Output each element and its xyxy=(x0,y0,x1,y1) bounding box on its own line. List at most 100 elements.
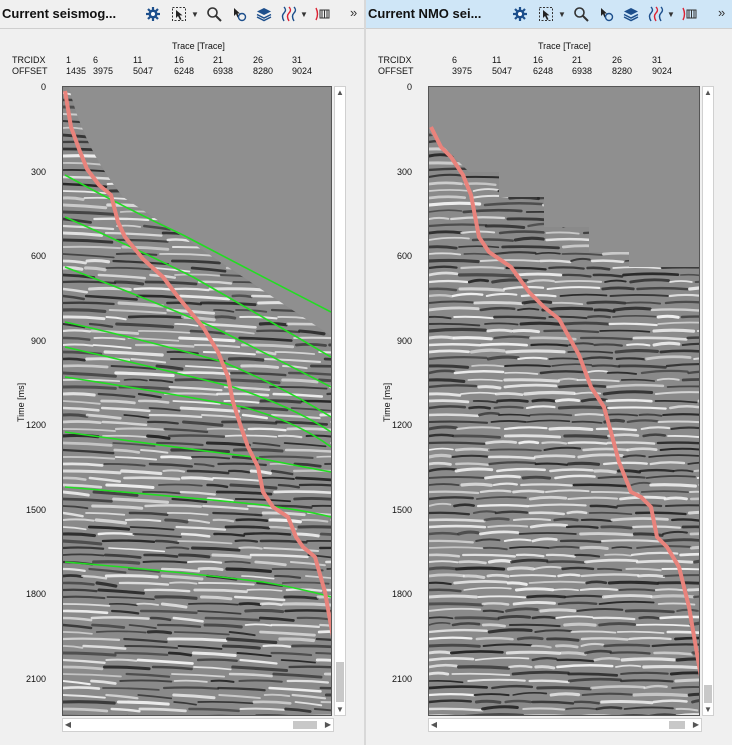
vertical-scrollbar[interactable]: ▲ ▼ xyxy=(334,86,346,716)
x-axis-title: Trace [Trace] xyxy=(538,41,591,51)
panel-divider[interactable] xyxy=(364,0,366,745)
nmo-seismogram-plot[interactable] xyxy=(428,86,700,716)
x-axis-title: Trace [Trace] xyxy=(172,41,225,51)
trcidx-tick: 31 xyxy=(652,55,663,65)
offset-tick: 3975 xyxy=(452,66,473,76)
offset-tick: 5047 xyxy=(492,66,513,76)
chevron-down-icon[interactable]: ▼ xyxy=(667,9,675,19)
wiggle-display-icon[interactable] xyxy=(646,4,666,24)
horizontal-scrollbar[interactable]: ◀ ▶ xyxy=(62,718,334,732)
scroll-thumb[interactable] xyxy=(704,685,712,703)
scroll-right-icon[interactable]: ▶ xyxy=(692,720,700,729)
scroll-thumb[interactable] xyxy=(669,721,685,729)
horizon-pick xyxy=(64,174,331,313)
time-tick: 600 xyxy=(396,251,412,261)
scroll-thumb[interactable] xyxy=(336,662,344,702)
trcidx-tick: 11 xyxy=(133,55,143,65)
offset-tick: 1435 xyxy=(66,66,87,76)
horizon-pick xyxy=(64,561,331,598)
trcidx-tick: 6 xyxy=(452,55,458,65)
scroll-up-icon[interactable]: ▲ xyxy=(704,88,712,97)
offset-tick: 5047 xyxy=(133,66,154,76)
trcidx-tick: 1 xyxy=(66,55,72,65)
pointer-select-icon[interactable] xyxy=(169,4,189,24)
header-label-trcidx: TRCIDX xyxy=(378,55,412,65)
nmo-seismogram-panel: Current NMO sei... ▼ ▼ xyxy=(366,0,732,745)
more-tools-button[interactable]: » xyxy=(718,5,726,20)
panel-titlebar: Current NMO sei... ▼ ▼ xyxy=(366,0,732,29)
offset-tick: 6938 xyxy=(213,66,234,76)
toolbar: ▼ ▼ » xyxy=(506,4,730,24)
trcidx-tick: 31 xyxy=(292,55,303,65)
pointer-select-icon[interactable] xyxy=(536,4,556,24)
time-tick: 1800 xyxy=(25,589,46,599)
horizontal-scrollbar[interactable]: ◀ ▶ xyxy=(428,718,702,732)
panel-title: Current seismog... xyxy=(2,6,117,21)
y-axis-title: Time [ms] xyxy=(382,382,392,422)
trcidx-tick: 21 xyxy=(572,55,583,65)
scroll-left-icon[interactable]: ◀ xyxy=(430,720,438,729)
header-label-offset: OFFSET xyxy=(378,66,414,76)
time-tick: 1200 xyxy=(25,420,46,430)
horizon-pick xyxy=(64,216,331,358)
horizon-pick xyxy=(64,346,331,433)
offset-tick: 6248 xyxy=(533,66,554,76)
trcidx-tick: 6 xyxy=(93,55,99,65)
vertical-scrollbar[interactable]: ▲ ▼ xyxy=(702,86,714,716)
offset-tick: 8280 xyxy=(253,66,274,76)
gear-icon[interactable] xyxy=(510,4,530,24)
time-tick: 300 xyxy=(396,166,412,177)
time-tick: 600 xyxy=(30,251,46,261)
time-tick: 0 xyxy=(40,82,46,92)
scroll-right-icon[interactable]: ▶ xyxy=(324,720,332,729)
more-tools-button[interactable]: » xyxy=(350,5,358,20)
layers-icon[interactable] xyxy=(621,4,641,24)
scroll-down-icon[interactable]: ▼ xyxy=(336,705,344,714)
horizon-pick xyxy=(64,266,331,388)
trcidx-tick: 26 xyxy=(612,55,623,65)
velocity-curve xyxy=(429,126,699,678)
chevron-down-icon[interactable]: ▼ xyxy=(300,9,308,19)
zoom-icon[interactable] xyxy=(571,4,591,24)
time-tick: 1500 xyxy=(391,504,412,515)
trcidx-tick: 16 xyxy=(174,55,185,65)
horizon-pick xyxy=(64,431,331,473)
offset-tick: 9024 xyxy=(652,66,673,76)
time-tick: 1500 xyxy=(25,504,46,515)
scroll-thumb[interactable] xyxy=(293,721,317,729)
layers-icon[interactable] xyxy=(254,4,274,24)
trcidx-tick: 26 xyxy=(253,55,264,65)
spectrum-icon[interactable] xyxy=(312,4,332,24)
velocity-curve xyxy=(63,90,331,638)
time-tick: 900 xyxy=(30,335,46,346)
gear-icon[interactable] xyxy=(143,4,163,24)
panel-titlebar: Current seismog... ▼ ▼ xyxy=(0,0,364,29)
time-tick: 900 xyxy=(396,335,412,346)
offset-tick: 9024 xyxy=(292,66,313,76)
time-tick: 300 xyxy=(30,166,46,177)
offset-tick: 6248 xyxy=(174,66,195,76)
scroll-down-icon[interactable]: ▼ xyxy=(704,705,712,714)
scroll-up-icon[interactable]: ▲ xyxy=(336,88,344,97)
seismogram-plot[interactable] xyxy=(62,86,332,716)
zoom-icon[interactable] xyxy=(204,4,224,24)
trcidx-tick: 21 xyxy=(213,55,224,65)
time-tick: 0 xyxy=(406,82,412,92)
chevron-down-icon[interactable]: ▼ xyxy=(558,9,566,19)
pick-icon[interactable] xyxy=(229,4,249,24)
wiggle-display-icon[interactable] xyxy=(279,4,299,24)
panel-title: Current NMO sei... xyxy=(368,6,482,21)
offset-tick: 3975 xyxy=(93,66,114,76)
y-axis-title: Time [ms] xyxy=(16,382,26,422)
pick-icon[interactable] xyxy=(596,4,616,24)
time-tick: 1200 xyxy=(391,420,412,430)
time-tick: 2100 xyxy=(391,673,412,684)
scroll-left-icon[interactable]: ◀ xyxy=(64,720,72,729)
chevron-down-icon[interactable]: ▼ xyxy=(191,9,199,19)
header-label-offset: OFFSET xyxy=(12,66,48,76)
spectrum-icon[interactable] xyxy=(679,4,699,24)
trcidx-tick: 16 xyxy=(533,55,544,65)
time-tick: 1800 xyxy=(391,589,412,599)
header-label-trcidx: TRCIDX xyxy=(12,55,46,65)
offset-tick: 8280 xyxy=(612,66,633,76)
